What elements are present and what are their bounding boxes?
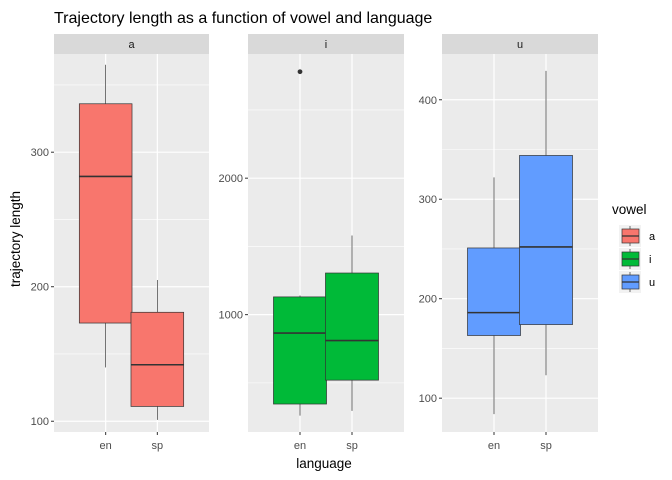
y-tick-label: 100: [31, 416, 49, 428]
boxes-u: [467, 70, 573, 415]
y-tick-label: 200: [419, 294, 437, 306]
chart-title: Trajectory length as a function of vowel…: [54, 10, 432, 27]
legend: vowel aiu: [612, 202, 656, 293]
legend-entry-u: u: [619, 271, 655, 293]
box-iqr: [467, 247, 521, 336]
box-iqr: [130, 311, 185, 407]
legend-entry-a: a: [619, 225, 656, 247]
y-axis-title: trajectory length: [8, 191, 23, 287]
box-iqr: [78, 103, 133, 324]
legend-label: i: [649, 254, 651, 266]
box-iqr: [519, 155, 573, 325]
legend-keys: aiu: [619, 225, 656, 293]
box-iqr: [273, 296, 327, 405]
x-tick-label: en: [294, 440, 306, 452]
box-i-sp: [325, 235, 379, 411]
facet-strip-u: [442, 34, 598, 54]
y-tick-label: 1000: [219, 310, 243, 322]
x-tick-label: sp: [152, 440, 164, 452]
y-tick-label: 300: [31, 147, 49, 159]
x-axis-a: en sp: [100, 432, 164, 452]
y-axis-i: 1000 2000: [219, 173, 248, 322]
box-a-en: [78, 64, 133, 368]
y-tick-label: 300: [419, 194, 437, 206]
box-i-en: [273, 69, 327, 416]
y-axis-u: 100 200 300 400: [419, 95, 442, 405]
facet-strip-label-u: u: [517, 39, 523, 51]
box-u-sp: [519, 70, 573, 376]
x-tick-label: sp: [346, 440, 358, 452]
y-tick-label: 100: [419, 393, 437, 405]
y-tick-label: 400: [419, 95, 437, 107]
legend-label: u: [649, 277, 655, 289]
legend-title: vowel: [612, 202, 647, 217]
legend-entry-i: i: [619, 248, 651, 270]
x-axis-title: language: [296, 456, 352, 471]
facet-strip-label-i: i: [325, 39, 327, 51]
legend-label: a: [649, 231, 656, 243]
y-tick-label: 2000: [219, 173, 243, 185]
box-a-sp: [130, 279, 185, 420]
facet-strip-i: [248, 34, 404, 54]
y-tick-label: 200: [31, 282, 49, 294]
facet-strip-a: [54, 34, 209, 54]
facet-panel-u: u 100 200 300 400 en sp: [419, 34, 598, 452]
x-tick-label: en: [100, 440, 112, 452]
x-tick-label: en: [488, 440, 500, 452]
facet-panel-a: a 100 200 300 en sp: [31, 34, 209, 452]
boxes-a: [78, 64, 185, 420]
x-axis-u: en sp: [488, 432, 552, 452]
outlier-point: [297, 69, 303, 75]
x-tick-label: sp: [540, 440, 552, 452]
facet-panel-i: i 1000 2000 en sp: [219, 34, 404, 452]
y-axis-a: 100 200 300: [31, 147, 54, 428]
x-axis-i: en sp: [294, 432, 358, 452]
box-iqr: [325, 272, 379, 381]
facet-strip-label-a: a: [128, 39, 135, 51]
boxes-i: [273, 69, 379, 416]
